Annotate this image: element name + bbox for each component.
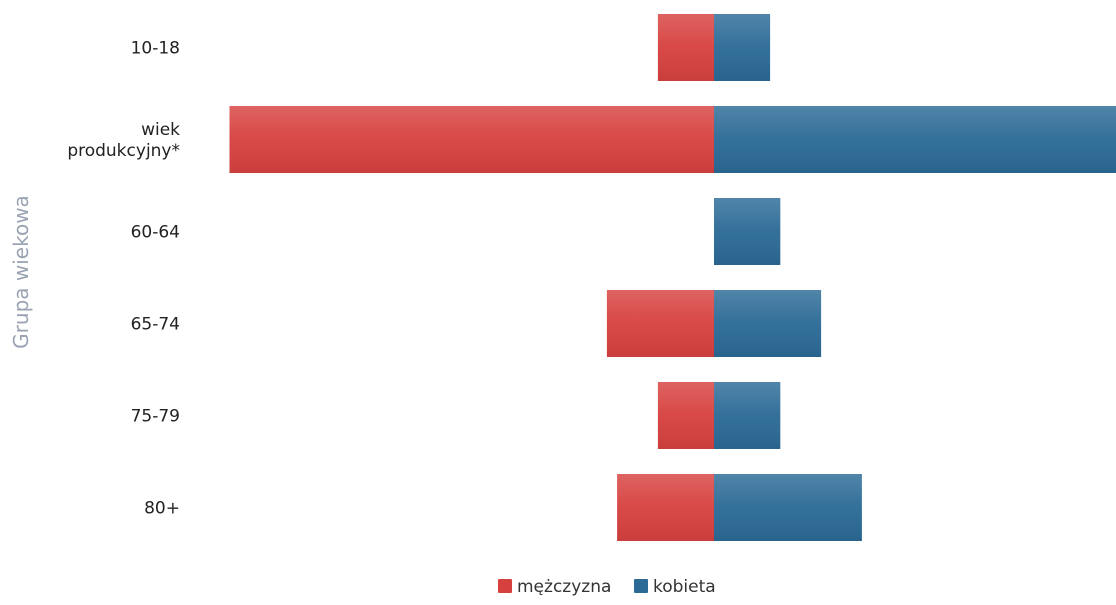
category-label: 75-79	[131, 407, 180, 427]
bar-mezczyzna[interactable]	[657, 382, 714, 449]
bar-mezczyzna[interactable]	[657, 14, 714, 81]
bar-mezczyzna[interactable]	[229, 106, 715, 173]
category-labels: 10-18 wiek produkcyjny* 60-64 65-74 75-79 80+	[67, 39, 180, 519]
bar-kobieta[interactable]	[714, 290, 822, 357]
legend-label: mężczyzna	[517, 577, 611, 597]
category-label: 10-18	[131, 39, 180, 59]
category-label: wiek produkcyjny*	[67, 120, 180, 161]
bar-mezczyzna[interactable]	[606, 290, 714, 357]
bar-kobieta[interactable]	[714, 382, 781, 449]
bar-kobieta[interactable]	[714, 474, 862, 541]
legend-swatch	[498, 579, 512, 593]
y-axis-title: Grupa wiekowa	[9, 195, 33, 349]
category-label: 80+	[144, 499, 180, 519]
bar-kobieta[interactable]	[714, 106, 1116, 173]
legend-item[interactable]: mężczyzna	[498, 577, 611, 597]
bar-mezczyzna[interactable]	[617, 474, 714, 541]
bars-layer	[229, 14, 1116, 541]
legend-swatch	[634, 579, 648, 593]
bar-kobieta[interactable]	[714, 198, 781, 265]
legend-item[interactable]: kobieta	[634, 577, 716, 597]
category-label-line: wiek	[141, 120, 180, 140]
bar-kobieta[interactable]	[714, 14, 771, 81]
legend-label: kobieta	[653, 577, 716, 597]
category-label: 65-74	[131, 315, 180, 335]
category-label-line: produkcyjny*	[67, 141, 180, 161]
category-label: 60-64	[131, 223, 180, 243]
legend[interactable]: mężczyzna kobieta	[498, 577, 716, 597]
